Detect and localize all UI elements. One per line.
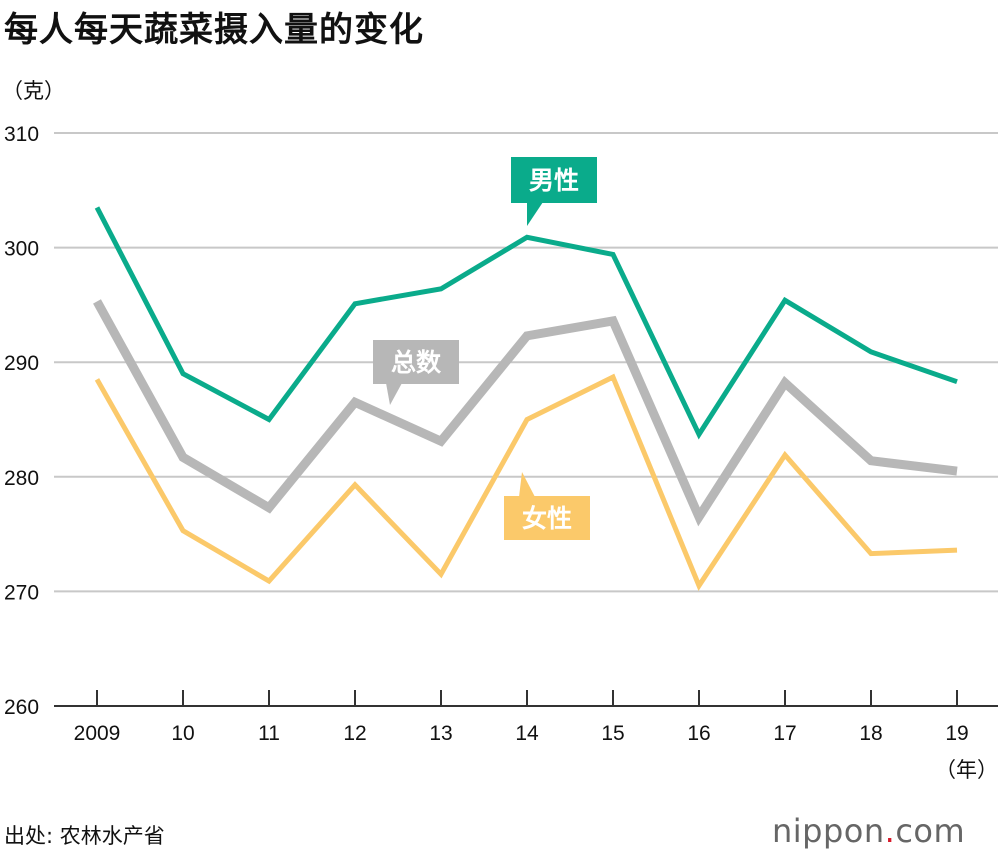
series-callout-female: 女性 — [504, 472, 590, 540]
x-tick-label: 18 — [859, 722, 882, 745]
source-note: 出处: 农林水产省 — [4, 824, 165, 848]
callout-pointer — [527, 202, 543, 226]
callout-pointer — [386, 383, 402, 405]
logo-dot: . — [884, 812, 896, 850]
y-tick-label: 280 — [4, 467, 39, 490]
y-tick-label: 290 — [4, 352, 39, 375]
nippon-logo: nippon.com — [772, 812, 965, 850]
series-callout-male: 男性 — [511, 157, 597, 226]
series-label-total: 总数 — [391, 348, 442, 377]
series-callout-total: 总数 — [373, 340, 459, 405]
x-tick-label: 10 — [171, 722, 194, 745]
y-axis-label: （克） — [2, 80, 65, 103]
callout-box — [504, 496, 590, 540]
series-line-male — [94, 206, 958, 440]
x-tick-label: 13 — [429, 722, 452, 745]
x-tick-label: 15 — [601, 722, 624, 745]
x-tick-label: 12 — [343, 722, 366, 745]
callout-box — [511, 157, 597, 203]
x-tick-label: 19 — [945, 722, 968, 745]
callout-pointer — [519, 472, 535, 497]
callout-box — [373, 340, 459, 384]
logo-tld: com — [895, 812, 966, 850]
y-tick-label: 260 — [4, 696, 39, 719]
x-tick-label: 17 — [773, 722, 796, 745]
y-tick-label: 310 — [4, 123, 39, 146]
x-axis-label: （年） — [935, 759, 998, 782]
y-tick-label: 270 — [4, 581, 39, 604]
logo-brand: nippon — [772, 812, 885, 850]
x-tick-label: 16 — [687, 722, 710, 745]
series-label-male: 男性 — [529, 166, 579, 195]
y-tick-label: 300 — [4, 238, 39, 261]
x-tick-label: 14 — [515, 722, 539, 745]
chart-title: 每人每天蔬菜摄入量的变化 — [4, 10, 424, 50]
x-tick-label: 11 — [258, 722, 280, 745]
series-label-female: 女性 — [522, 504, 572, 533]
x-tick-label: 2009 — [74, 722, 121, 745]
